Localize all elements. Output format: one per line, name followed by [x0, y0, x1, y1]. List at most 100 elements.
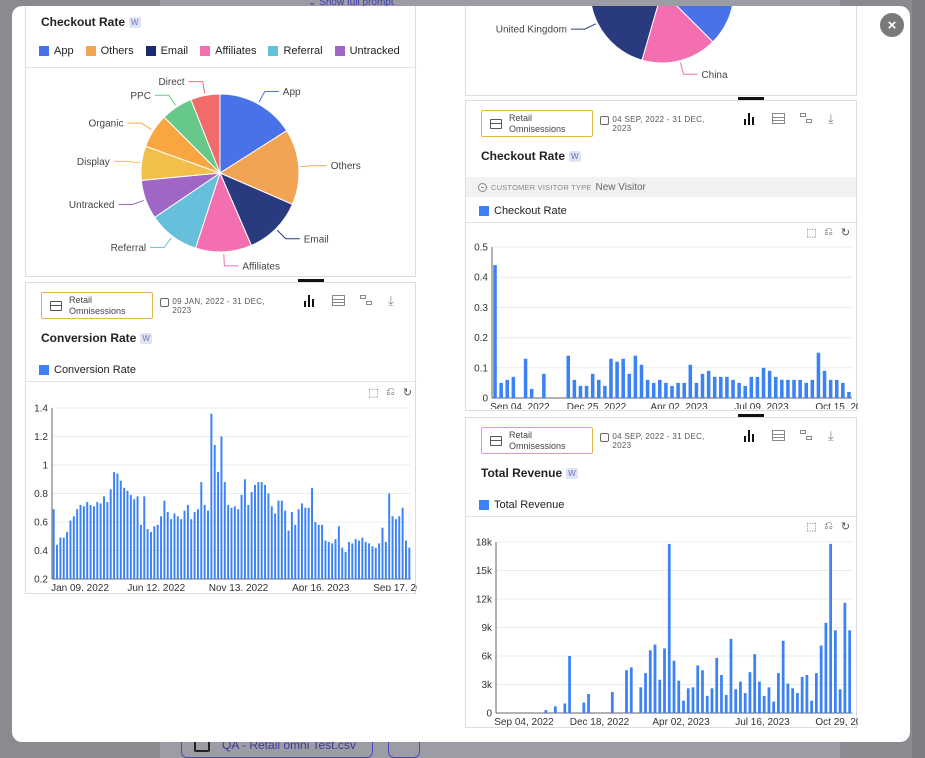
bar[interactable]	[374, 547, 377, 579]
bar[interactable]	[664, 382, 668, 398]
bar[interactable]	[819, 645, 823, 713]
bar[interactable]	[523, 358, 528, 398]
bar[interactable]	[686, 688, 690, 713]
legend-item[interactable]: Untracked	[334, 45, 400, 57]
bar[interactable]	[731, 379, 735, 398]
bar[interactable]	[89, 504, 92, 579]
bar[interactable]	[274, 513, 277, 579]
bar[interactable]	[700, 373, 705, 398]
legend-item[interactable]: App	[39, 45, 74, 57]
bar[interactable]	[563, 703, 567, 714]
bar[interactable]	[780, 379, 784, 398]
bar[interactable]	[193, 512, 196, 579]
bar[interactable]	[99, 503, 102, 579]
bar[interactable]	[76, 509, 79, 579]
bar[interactable]	[777, 673, 780, 713]
legend-item[interactable]: Email	[145, 45, 188, 57]
pivot-view-icon[interactable]	[800, 113, 814, 127]
bar[interactable]	[109, 489, 112, 579]
bar[interactable]	[805, 675, 809, 713]
legend-item[interactable]: Others	[85, 45, 134, 57]
data-source-chip[interactable]: Retail Omnisessions	[481, 427, 593, 454]
bar[interactable]	[69, 520, 72, 579]
bar[interactable]	[694, 382, 699, 398]
bar[interactable]	[203, 504, 206, 579]
bar[interactable]	[401, 507, 404, 579]
bar[interactable]	[715, 657, 719, 713]
bar[interactable]	[56, 544, 59, 579]
bar[interactable]	[781, 640, 785, 713]
bar[interactable]	[773, 376, 778, 398]
bar[interactable]	[331, 543, 334, 579]
bar[interactable]	[824, 622, 828, 713]
bar[interactable]	[79, 504, 82, 579]
bar[interactable]	[129, 494, 132, 579]
bar[interactable]	[163, 500, 166, 579]
bar[interactable]	[196, 509, 199, 579]
bar[interactable]	[672, 660, 676, 713]
bar[interactable]	[247, 504, 250, 579]
bar[interactable]	[720, 675, 723, 713]
bar[interactable]	[639, 364, 644, 398]
bar[interactable]	[542, 373, 546, 398]
restore-icon[interactable]: ↻	[840, 521, 851, 533]
zoom-reset-icon[interactable]: ⎌	[824, 226, 833, 238]
bar[interactable]	[341, 547, 344, 579]
pie-slice[interactable]	[590, 6, 662, 61]
bar[interactable]	[629, 667, 633, 713]
bar[interactable]	[337, 526, 340, 579]
bar[interactable]	[587, 694, 590, 713]
bar[interactable]	[250, 492, 253, 579]
remove-filter-icon[interactable]	[478, 182, 487, 192]
bar[interactable]	[270, 506, 273, 579]
bar[interactable]	[796, 693, 799, 713]
bar[interactable]	[810, 379, 815, 398]
bar[interactable]	[829, 543, 833, 713]
bar[interactable]	[667, 543, 671, 713]
bar[interactable]	[388, 493, 391, 580]
bar[interactable]	[584, 385, 589, 398]
bar[interactable]	[670, 385, 674, 398]
bar[interactable]	[361, 537, 364, 579]
bar[interactable]	[739, 681, 742, 713]
bar[interactable]	[847, 391, 851, 398]
bar[interactable]	[277, 500, 280, 579]
bar[interactable]	[237, 509, 240, 579]
bar[interactable]	[166, 512, 169, 579]
page-scrollbar[interactable]	[912, 0, 925, 758]
bar[interactable]	[682, 382, 686, 398]
bar[interactable]	[590, 373, 595, 398]
bar[interactable]	[133, 499, 136, 579]
pivot-view-icon[interactable]	[800, 430, 814, 444]
bar[interactable]	[597, 379, 601, 398]
bar[interactable]	[116, 473, 119, 579]
bar[interactable]	[658, 679, 662, 713]
bar[interactable]	[816, 352, 821, 398]
bar[interactable]	[734, 689, 738, 713]
show-full-prompt-link[interactable]: ⌄ Show full prompt	[308, 0, 394, 8]
bar[interactable]	[62, 537, 65, 579]
bar[interactable]	[391, 516, 394, 579]
legend-item[interactable]: Affiliates	[200, 45, 256, 57]
bar[interactable]	[156, 524, 159, 579]
bar[interactable]	[822, 370, 827, 398]
bar[interactable]	[223, 482, 226, 579]
table-view-icon[interactable]	[772, 430, 786, 444]
bar[interactable]	[758, 681, 761, 713]
bar[interactable]	[371, 546, 374, 579]
bar[interactable]	[176, 516, 179, 579]
bar[interactable]	[378, 543, 381, 579]
bar[interactable]	[639, 687, 643, 713]
bar[interactable]	[677, 680, 681, 713]
bar[interactable]	[834, 630, 837, 713]
bar[interactable]	[314, 522, 317, 579]
bar[interactable]	[200, 482, 203, 579]
bar[interactable]	[566, 355, 571, 398]
bar[interactable]	[284, 510, 287, 579]
bar[interactable]	[710, 688, 714, 713]
bar[interactable]	[394, 519, 397, 579]
bar[interactable]	[92, 506, 95, 579]
bar[interactable]	[351, 543, 354, 579]
bar[interactable]	[706, 370, 711, 398]
bar[interactable]	[404, 540, 407, 579]
